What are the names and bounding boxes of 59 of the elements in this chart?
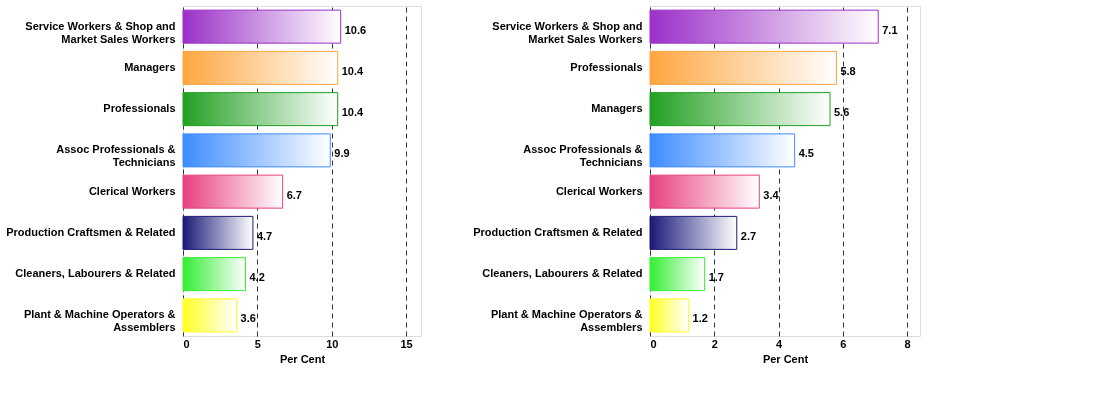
bar — [649, 298, 690, 333]
data-label: 9.9 — [334, 147, 350, 160]
bar — [649, 133, 796, 168]
bar — [649, 174, 760, 209]
x-tick-label: 15 — [400, 337, 413, 350]
y-tick-label: Cleaners, Labourers & Related — [15, 267, 176, 280]
data-label: 10.4 — [341, 64, 364, 77]
bar — [182, 174, 284, 209]
data-label: 10.4 — [341, 106, 364, 119]
y-tick-label: Service Workers & Shop and Market Sales Workers — [492, 19, 643, 45]
x-tick-label: 6 — [840, 337, 847, 350]
bar — [182, 215, 254, 250]
x-tick-label: 0 — [650, 337, 657, 350]
y-tick-label: Production Craftsmen & Related — [473, 225, 643, 238]
y-tick-label: Plant & Machine Operators & Assemblers — [23, 308, 176, 334]
bar — [182, 298, 238, 333]
bar — [182, 9, 342, 44]
y-tick-label: Managers — [124, 60, 176, 73]
x-tick-label: 2 — [711, 337, 718, 350]
x-tick-label: 4 — [776, 337, 784, 350]
data-label: 4.7 — [256, 229, 273, 242]
bar — [649, 257, 706, 292]
data-label: 3.6 — [240, 312, 256, 325]
y-tick-label: Assoc Professionals & Technicians — [56, 143, 176, 169]
bar — [182, 133, 331, 168]
data-label: 1.7 — [708, 271, 724, 284]
data-label: 10.6 — [344, 23, 367, 36]
bar — [649, 50, 837, 85]
x-axis-title: Per Cent — [762, 352, 809, 365]
y-tick-label: Cleaners, Labourers & Related — [482, 267, 643, 280]
y-tick-label: Professionals — [570, 60, 643, 73]
bar — [649, 9, 879, 44]
bar — [649, 215, 738, 250]
bar — [182, 257, 246, 292]
y-tick-label: Plant & Machine Operators & Assemblers — [490, 308, 643, 334]
x-tick-label: 8 — [904, 337, 911, 350]
y-tick-label: Production Craftsmen & Related — [6, 225, 176, 238]
y-tick-label: Assoc Professionals & Technicians — [523, 143, 643, 169]
data-label: 4.2 — [249, 271, 265, 284]
data-label: 3.4 — [763, 188, 780, 201]
x-axis-title: Per Cent — [279, 352, 326, 365]
data-label: 6.7 — [286, 188, 302, 201]
y-tick-label: Clerical Workers — [555, 184, 643, 197]
bar — [182, 50, 339, 85]
x-tick-label: 5 — [254, 337, 261, 350]
x-tick-label: 10 — [326, 337, 339, 350]
y-tick-label: Professionals — [103, 102, 176, 115]
data-label: 2.7 — [740, 229, 757, 242]
y-tick-label: Managers — [591, 102, 643, 115]
data-label: 5.8 — [840, 64, 856, 77]
y-tick-label: Clerical Workers — [88, 184, 176, 197]
data-label: 4.5 — [798, 147, 814, 160]
x-tick-label: 0 — [183, 337, 190, 350]
data-label: 1.2 — [692, 312, 708, 325]
data-label: 7.1 — [882, 23, 898, 36]
bar — [182, 92, 339, 127]
bar — [649, 92, 831, 127]
y-tick-label: Service Workers & Shop and Market Sales Workers — [25, 19, 176, 45]
data-label: 5.6 — [834, 106, 850, 119]
